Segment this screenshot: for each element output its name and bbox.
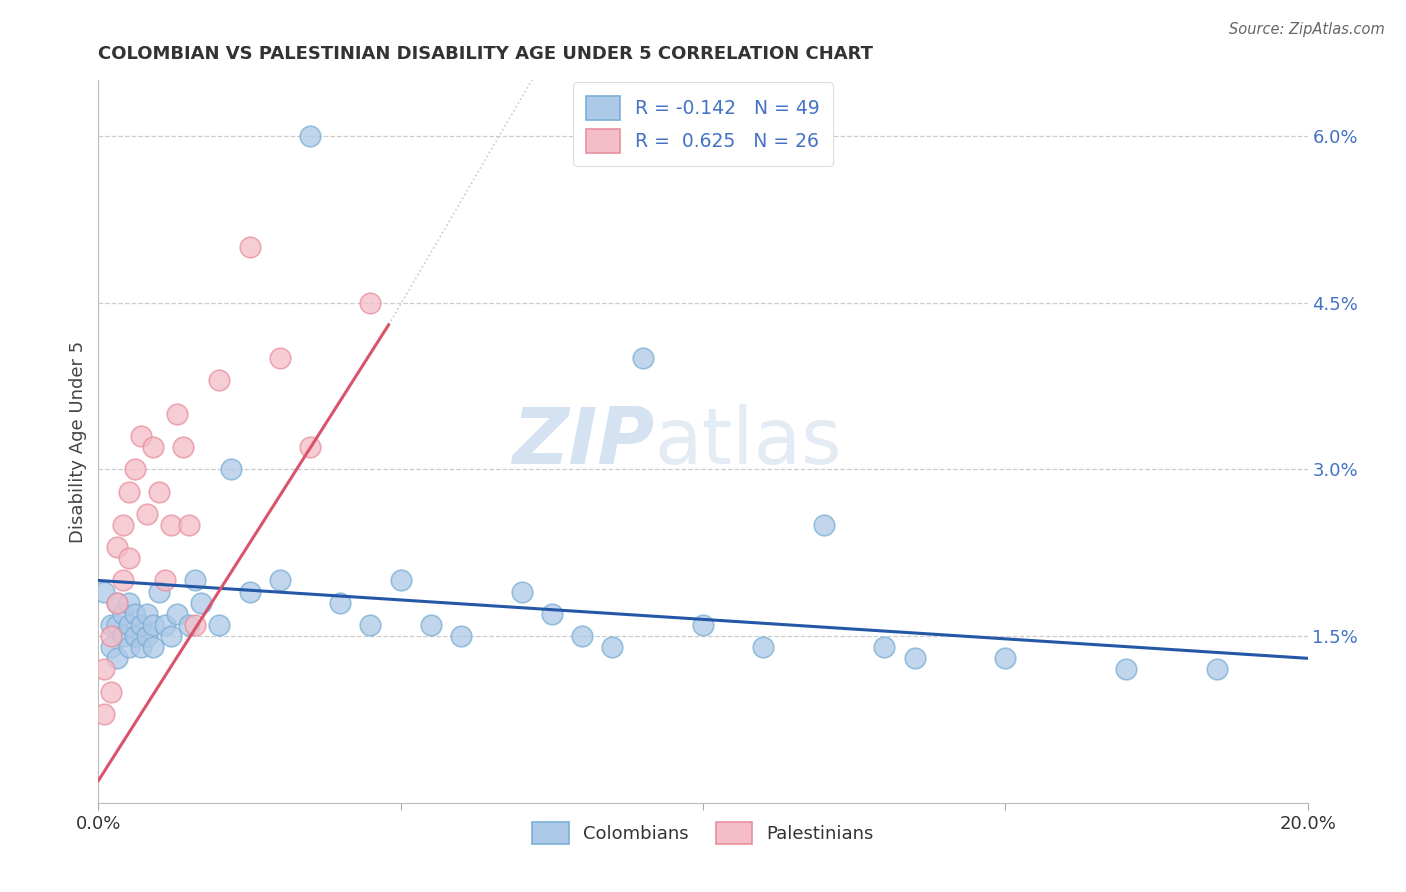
Point <box>752 640 775 655</box>
Point <box>142 440 165 454</box>
Point <box>184 618 207 632</box>
Point <box>329 596 352 610</box>
Point <box>299 128 322 143</box>
Point <box>160 517 183 532</box>
Point <box>118 596 141 610</box>
Point <box>873 640 896 655</box>
Point <box>179 517 201 532</box>
Point <box>184 574 207 588</box>
Point <box>105 596 128 610</box>
Point <box>105 651 128 665</box>
Point <box>129 640 152 655</box>
Point <box>510 584 533 599</box>
Point <box>135 607 157 621</box>
Point <box>124 462 146 476</box>
Point <box>118 551 141 566</box>
Point <box>269 351 291 366</box>
Point <box>1206 662 1229 676</box>
Point <box>129 618 152 632</box>
Text: atlas: atlas <box>655 403 842 480</box>
Text: ZIP: ZIP <box>512 403 655 480</box>
Point <box>93 584 115 599</box>
Point <box>124 607 146 621</box>
Point <box>100 618 122 632</box>
Point <box>105 540 128 554</box>
Point <box>166 607 188 621</box>
Text: COLOMBIAN VS PALESTINIAN DISABILITY AGE UNDER 5 CORRELATION CHART: COLOMBIAN VS PALESTINIAN DISABILITY AGE … <box>98 45 873 63</box>
Point <box>100 684 122 698</box>
Point <box>420 618 443 632</box>
Point <box>111 517 134 532</box>
Point <box>692 618 714 632</box>
Point <box>118 484 141 499</box>
Point <box>142 618 165 632</box>
Point <box>179 618 201 632</box>
Point <box>190 596 212 610</box>
Point <box>1115 662 1137 676</box>
Point <box>118 640 141 655</box>
Legend: Colombians, Palestinians: Colombians, Palestinians <box>526 815 880 852</box>
Point <box>239 584 262 599</box>
Point <box>124 629 146 643</box>
Point <box>208 618 231 632</box>
Point <box>135 507 157 521</box>
Point <box>160 629 183 643</box>
Point <box>100 629 122 643</box>
Point <box>904 651 927 665</box>
Point <box>118 618 141 632</box>
Point <box>208 373 231 387</box>
Point <box>111 629 134 643</box>
Y-axis label: Disability Age Under 5: Disability Age Under 5 <box>69 341 87 542</box>
Point <box>269 574 291 588</box>
Point <box>148 484 170 499</box>
Point <box>135 629 157 643</box>
Point <box>299 440 322 454</box>
Point <box>602 640 624 655</box>
Point <box>111 574 134 588</box>
Point <box>239 240 262 254</box>
Point <box>172 440 194 454</box>
Point <box>105 618 128 632</box>
Point <box>813 517 835 532</box>
Point <box>148 584 170 599</box>
Point <box>153 618 176 632</box>
Point <box>93 662 115 676</box>
Point <box>100 640 122 655</box>
Point <box>571 629 593 643</box>
Point <box>166 407 188 421</box>
Point <box>105 596 128 610</box>
Point <box>389 574 412 588</box>
Point <box>111 607 134 621</box>
Point <box>360 618 382 632</box>
Point <box>153 574 176 588</box>
Point <box>540 607 562 621</box>
Point <box>93 706 115 721</box>
Point <box>631 351 654 366</box>
Point <box>360 295 382 310</box>
Point <box>450 629 472 643</box>
Point <box>142 640 165 655</box>
Point <box>129 429 152 443</box>
Point <box>221 462 243 476</box>
Text: Source: ZipAtlas.com: Source: ZipAtlas.com <box>1229 22 1385 37</box>
Point <box>994 651 1017 665</box>
